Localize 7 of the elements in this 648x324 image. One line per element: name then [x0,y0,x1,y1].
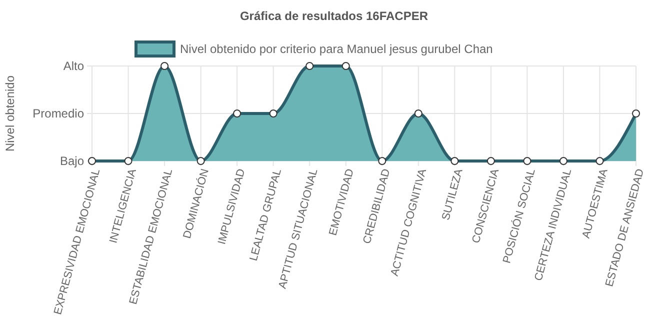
legend-label: Nivel obtenido por criterio para Manuel jesus gurubel Chan [180,42,493,56]
x-tick-label: LEALTAD GRUPAL [248,168,284,262]
category-label: Alto [63,59,84,74]
category-label: Promedio [32,106,84,121]
chart-title: Gráfica de resultados 16FACPER [240,9,428,23]
category-label: Bajo [60,154,84,168]
y-axis-title: Nivel obtenido [3,75,17,152]
